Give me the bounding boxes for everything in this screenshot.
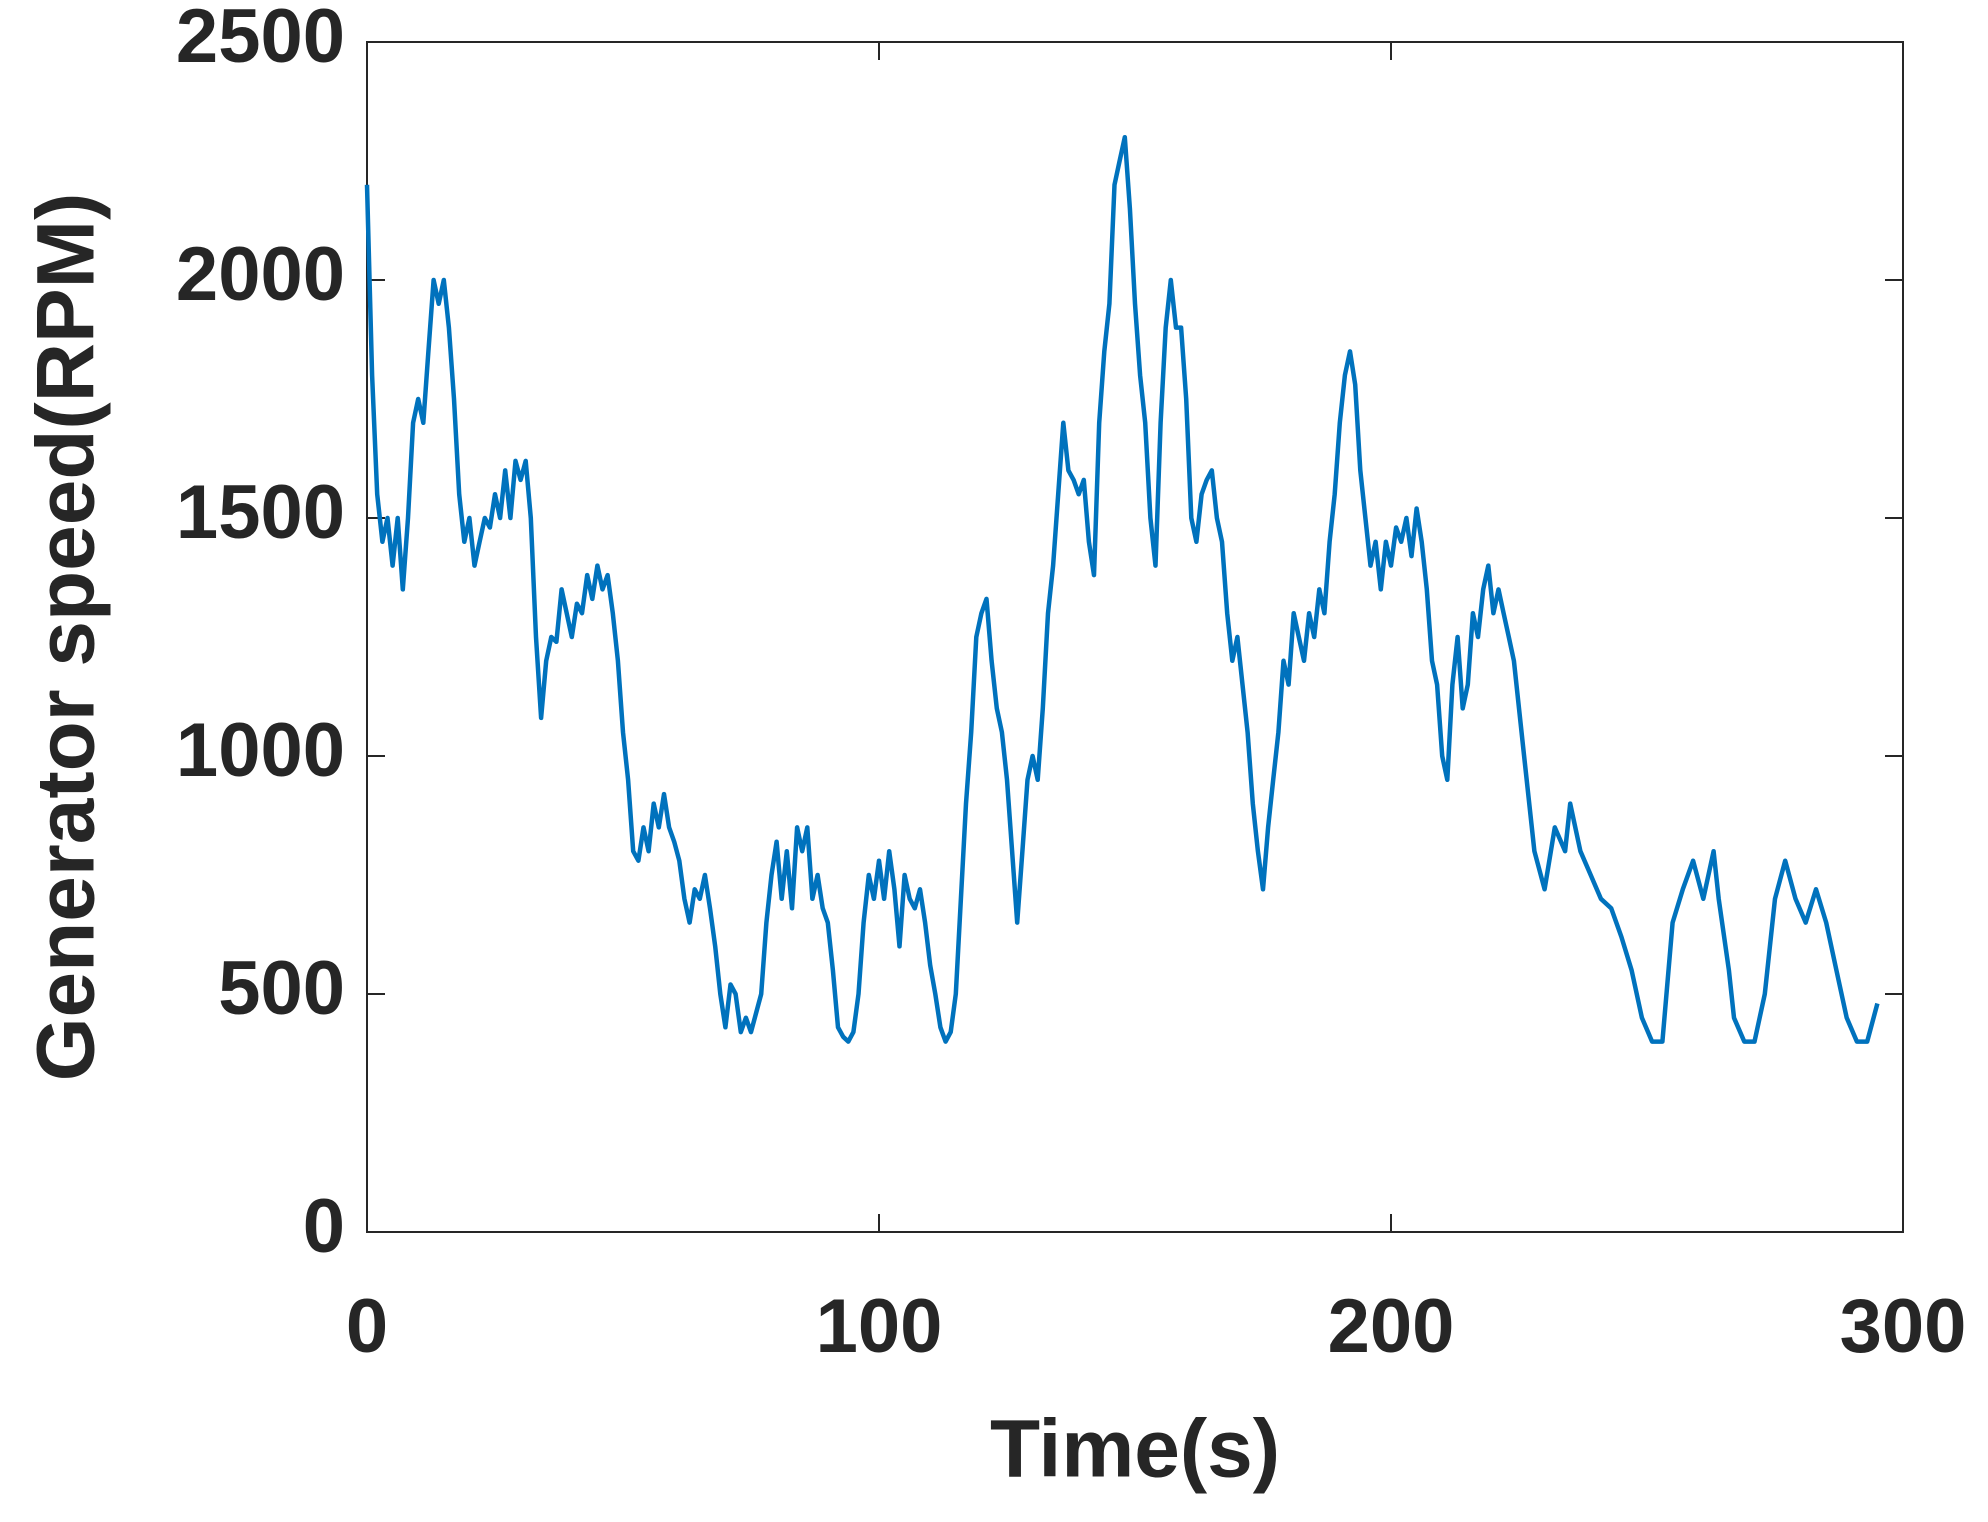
y-tick-label: 1500 — [176, 470, 345, 555]
y-tick-label: 2500 — [176, 0, 345, 79]
x-tick-label: 300 — [1840, 1284, 1967, 1369]
x-tick-label: 200 — [1328, 1284, 1455, 1369]
data-line — [364, 134, 1880, 1044]
y-tick-label: 0 — [303, 1184, 345, 1269]
x-tick-label: 0 — [346, 1284, 388, 1369]
plot-frame — [366, 41, 1904, 1233]
y-tick-label: 1000 — [176, 708, 345, 793]
x-axis-label: Time(s) — [990, 1404, 1280, 1495]
y-tick-label: 2000 — [176, 232, 345, 317]
x-tick-label: 100 — [816, 1284, 943, 1369]
y-axis-label: Generator speed(RPM) — [21, 193, 112, 1082]
y-tick-label: 500 — [218, 946, 345, 1031]
